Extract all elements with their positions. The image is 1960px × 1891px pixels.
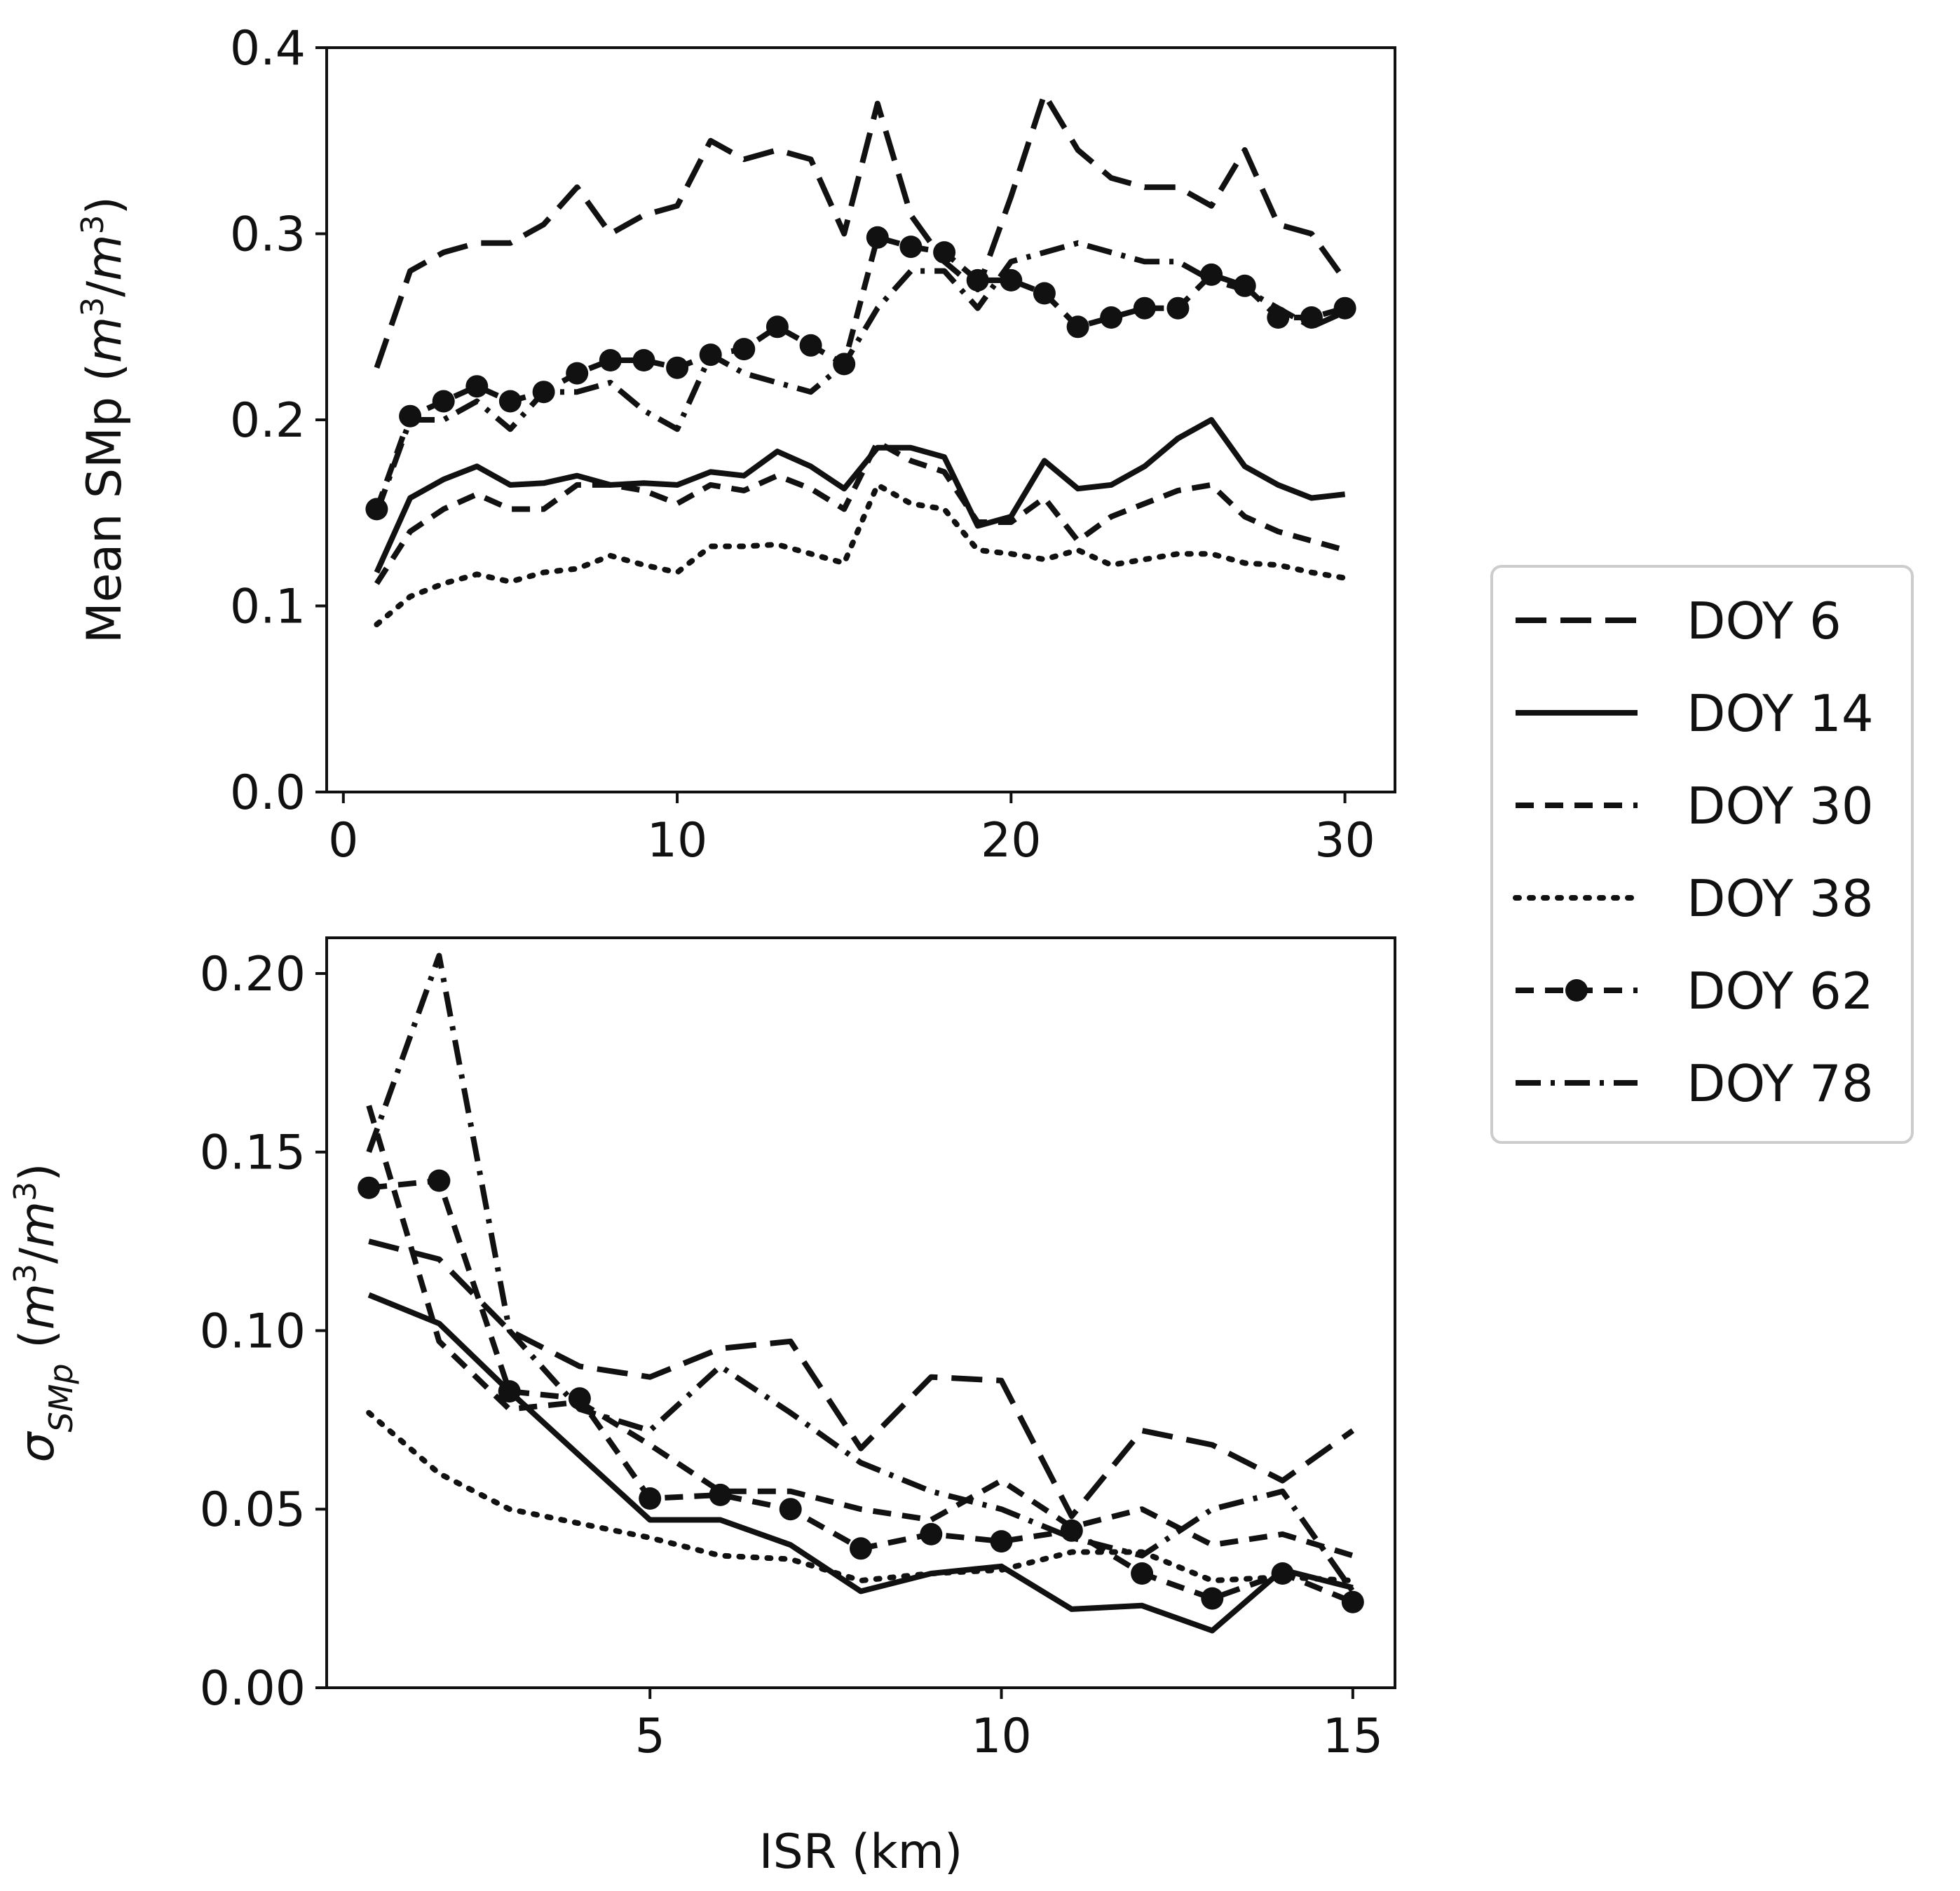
legend-label: DOY 38 [1687,869,1874,928]
bottom-data-point-doy-62 [498,1380,521,1403]
top-y-tick-label: 0.3 [230,207,306,263]
top-data-point-doy-62 [465,375,489,398]
bottom-x-ticks: 5 10 15 [635,1688,1384,1764]
bottom-y-ticks: 0.00 0.05 0.10 0.15 0.20 [200,947,327,1716]
bottom-data-point-doy-62 [428,1169,451,1192]
bottom-series-line-doy-14 [367,1292,1354,1634]
legend-entries: DOY 6 DOY 14 DOY 30 DOY 38 DOY 62 DOY 78 [1513,592,1874,1113]
legend-label: DOY 30 [1687,777,1874,835]
bottom-y-tick-label: 0.00 [200,1661,306,1716]
top-series-line-doy-30 [374,439,1346,585]
top-data-point-doy-62 [1267,306,1290,329]
bottom-y-axis-label: σSMp (m3/m3) [8,1163,81,1462]
bottom-series-line-doy-30 [366,1105,1354,1559]
top-x-tick-label: 10 [647,813,708,868]
top-data-point-doy-62 [933,241,956,264]
bottom-x-tick-label: 10 [971,1709,1032,1764]
top-panel: 0 10 20 30 0.0 0.1 0.2 0.3 0.4 Mean SMp (m3/m3) [75,21,1396,868]
top-y-axis-label: Mean SMp (m3/m3) [75,196,133,643]
top-data-point-doy-62 [1033,282,1056,305]
bottom-data-point-doy-62 [709,1483,732,1506]
top-y-tick-label: 0.4 [230,21,306,76]
bottom-data-point-doy-62 [990,1530,1013,1553]
top-data-point-doy-62 [799,334,822,357]
bottom-panel: 5 10 15 0.000.050.100.150.20 σSMp (m3/m3) … [8,936,1396,1880]
bottom-x-tick-label: 15 [1323,1709,1384,1764]
bottom-data-point-doy-62 [568,1387,591,1410]
top-data-point-doy-62 [1333,296,1356,320]
top-x-tick-label: 20 [981,813,1042,868]
top-data-point-doy-62 [1066,315,1089,339]
top-data-point-doy-62 [532,381,555,404]
top-data-point-doy-62 [399,404,422,428]
top-data-point-doy-62 [1300,306,1323,329]
legend: DOY 6 DOY 14 DOY 30 DOY 38 DOY 62 DOY 78 [1490,565,1914,1144]
bottom-series-markers [358,1169,1364,1613]
top-data-point-doy-62 [899,235,923,259]
bottom-series-line-doy-78 [366,953,1356,1593]
bottom-data-point-doy-62 [920,1522,943,1545]
top-data-point-doy-62 [365,498,388,521]
top-series-markers [365,226,1356,521]
top-data-point-doy-62 [966,268,989,292]
bottom-data-point-doy-62 [358,1176,381,1199]
top-data-point-doy-62 [1166,296,1190,320]
bottom-data-point-doy-62 [850,1537,872,1560]
top-x-tick-label: 0 [328,813,358,868]
top-y-tick-label: 0.2 [230,393,306,449]
bottom-data-point-doy-62 [1341,1590,1364,1613]
top-data-point-doy-62 [866,226,889,249]
bottom-data-point-doy-62 [779,1498,802,1521]
bottom-data-point-doy-62 [639,1487,662,1510]
top-y-tick-label: 0.0 [230,765,306,821]
bottom-data-point-doy-62 [1201,1587,1224,1610]
top-data-point-doy-62 [833,353,856,376]
bottom-plot-frame [325,936,1396,1689]
bottom-y-tick-label: 0.20 [200,947,306,1002]
bottom-series-line-doy-38 [366,1409,1356,1584]
top-data-point-doy-62 [666,356,689,379]
top-y-ticks: 0.0 0.1 0.2 0.3 0.4 [230,21,327,821]
top-y-tick-label: 0.1 [230,580,306,635]
top-data-point-doy-62 [1000,268,1023,292]
top-data-point-doy-62 [1100,306,1123,329]
bottom-y-tick-label: 0.15 [200,1126,306,1181]
legend-label: DOY 6 [1687,592,1842,650]
legend-label: DOY 14 [1687,684,1874,743]
top-data-point-doy-62 [498,390,522,413]
bottom-x-tick-label: 5 [635,1709,665,1764]
legend-marker-sample [1565,979,1588,1002]
bottom-data-point-doy-62 [1060,1519,1083,1542]
bottom-data-point-doy-62 [1131,1562,1154,1585]
top-x-tick-label: 30 [1314,813,1375,868]
top-data-point-doy-62 [1133,296,1156,320]
legend-label: DOY 78 [1687,1054,1874,1113]
bottom-series-line-doy-6 [368,1238,1355,1520]
top-data-point-doy-62 [1233,274,1256,297]
top-x-ticks: 0 10 20 30 [328,792,1375,868]
top-data-point-doy-62 [1200,263,1223,286]
top-series-line-doy-14 [374,417,1346,574]
bottom-data-point-doy-62 [1271,1562,1294,1585]
top-data-point-doy-62 [765,315,789,339]
top-data-point-doy-62 [733,338,756,361]
top-data-point-doy-62 [599,349,622,371]
top-data-point-doy-62 [632,349,655,371]
bottom-x-axis-label: ISR (km) [759,1824,963,1880]
bottom-y-tick-label: 0.10 [200,1304,306,1359]
top-data-point-doy-62 [432,390,455,413]
top-series-line-doy-6 [374,91,1347,369]
legend-label: DOY 62 [1687,962,1874,1020]
bottom-y-tick-label: 0.05 [200,1482,306,1538]
top-data-point-doy-62 [566,362,589,385]
top-data-point-doy-62 [699,343,722,367]
